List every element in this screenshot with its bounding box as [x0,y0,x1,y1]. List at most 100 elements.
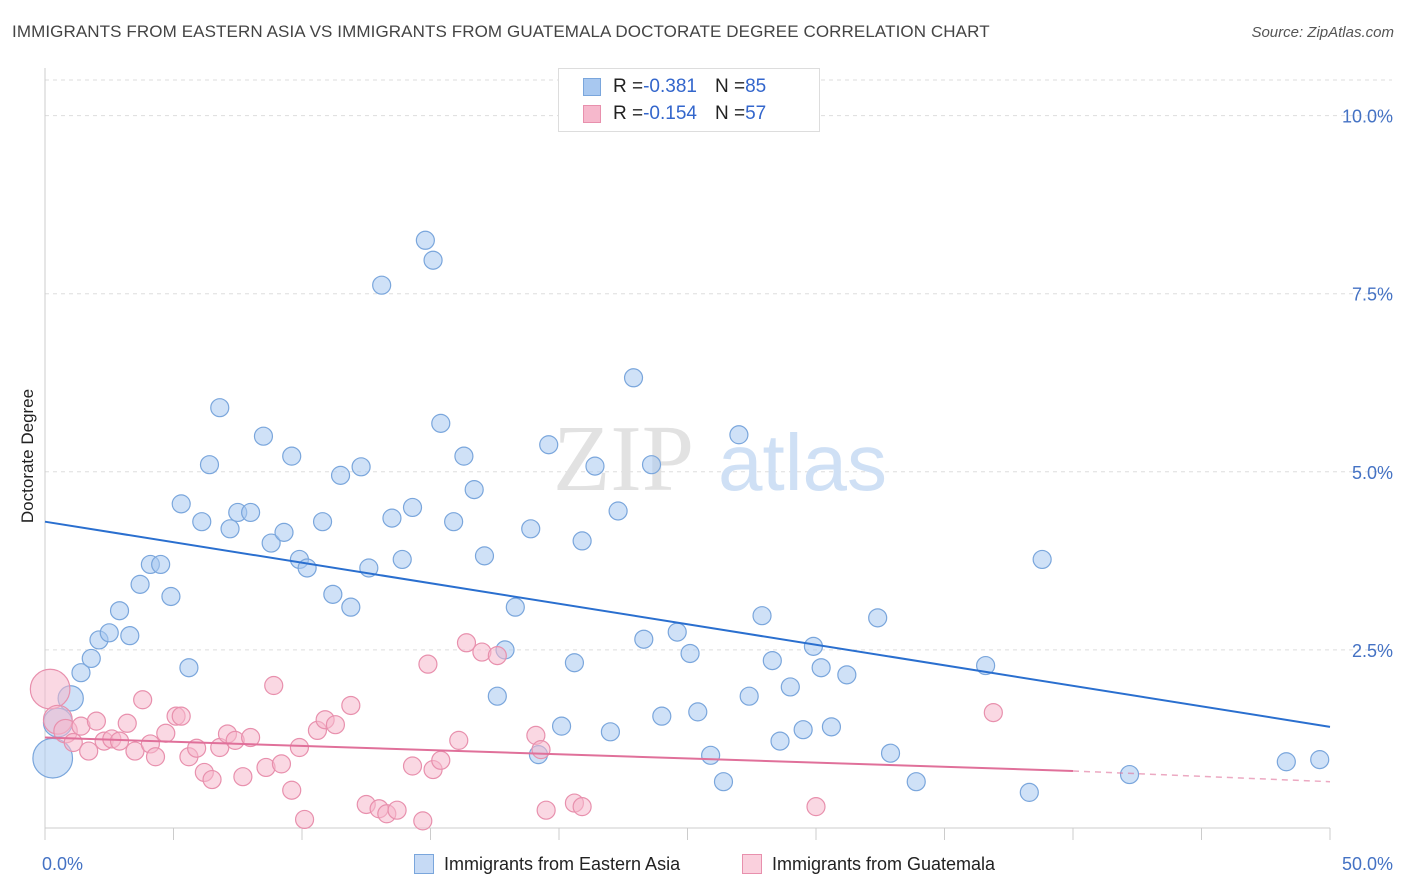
y-tick-label: 7.5% [1352,285,1393,305]
legend-r-value: -0.381 [643,76,697,97]
series-legend-pink: Immigrants from Guatemala [742,852,995,876]
legend-n-value: 57 [745,103,767,124]
pink-point [572,797,592,817]
blue-point [688,702,708,722]
blue-point [274,522,294,542]
pink-point [418,654,438,674]
blue-point [564,653,585,673]
blue-point [780,677,800,697]
chart-title: IMMIGRANTS FROM EASTERN ASIA VS IMMIGRAN… [12,22,990,41]
pink-point [325,715,346,735]
blue-point [253,426,274,446]
blue-point [81,648,101,669]
blue-point [811,658,831,678]
blue-trend-line [44,520,1331,728]
pink-point [187,738,207,758]
y-axis-label: Doctorate Degree [18,389,37,523]
series-name: Immigrants from Eastern Asia [444,853,681,874]
blue-point [1276,752,1296,772]
source-label: Source: ZipAtlas.com [1251,24,1394,41]
blue-point [641,455,662,475]
blue-point [99,623,119,643]
legend-row-blue: R = -0.381 N = 85 [583,75,766,99]
blue-point [341,597,361,617]
blue-point [521,519,541,539]
blue-point [585,456,605,476]
blue-point [161,586,181,607]
pink-point [202,769,222,790]
blue-point [539,435,559,455]
blue-point [667,622,687,642]
blue-point [392,549,412,570]
pink-point [133,690,153,710]
legend-r-label: R = [613,103,644,124]
blue-point [762,650,782,671]
blue-point [210,398,230,418]
y-tick-label: 2.5% [1352,641,1393,661]
pink-trend-extension [1072,770,1331,783]
pink-point [387,800,407,820]
series-name: Immigrants from Guatemala [772,853,996,874]
pink-point [983,702,1003,723]
blue-swatch-icon [583,78,601,96]
pink-point [289,737,310,758]
blue-point [713,772,734,792]
legend-n-value: 85 [745,76,767,97]
blue-point [382,508,402,528]
pink-point [536,800,556,820]
blue-point [1119,764,1140,785]
tick-labels: 2.5% 5.0% 7.5% 10.0% 0.0% 50.0% [42,107,1393,874]
grid-lines [45,79,1392,651]
blue-point [652,706,672,726]
blue-point [444,512,464,532]
pink-point [487,646,507,666]
blue-point [793,720,813,740]
blue-point [261,533,281,553]
y-tick-label: 10.0% [1342,107,1393,127]
pink-point [86,711,107,731]
blue-point [1310,750,1330,770]
blue-point [312,512,333,532]
blue-point [487,686,507,706]
pink-point [233,767,253,787]
blue-point [282,446,302,466]
pink-point [449,730,469,750]
blue-point [600,722,621,742]
x-tick-label: 0.0% [42,854,83,874]
blue-point [241,502,261,523]
blue-point [976,655,996,676]
blue-point [701,745,721,765]
pink-point [264,675,284,696]
blue-point [906,772,926,792]
legend-n-label: N = [714,103,746,124]
pink-point [431,750,451,770]
pink-point [341,695,361,716]
blue-point [372,275,392,295]
legend-row-pink: R = -0.154 N = 57 [583,102,766,126]
trend-lines [44,520,1331,783]
blue-point [402,497,423,518]
blue-point [1019,782,1039,802]
blue-point [220,519,240,539]
blue-point [680,643,700,664]
pink-point [171,706,191,726]
y-tick-label: 5.0% [1352,463,1393,483]
pink-point [271,754,292,774]
blue-point [868,608,888,628]
legend-r-value: -0.154 [643,103,697,124]
blue-point [192,512,212,532]
legend-r-label: R = [613,76,644,97]
blue-point [505,597,525,617]
blue-point [634,629,654,649]
blue-point [474,546,495,566]
stats-legend: R = -0.381 N = 85 R = -0.154 N = 57 [558,68,820,132]
pink-point [531,740,551,760]
blue-point [572,531,592,551]
data-points [29,230,1330,831]
pink-point [29,668,71,710]
legend-n-label: N = [714,76,746,97]
pink-series-swatch-icon [742,854,762,874]
blue-point [431,413,451,433]
blue-point [120,626,140,646]
